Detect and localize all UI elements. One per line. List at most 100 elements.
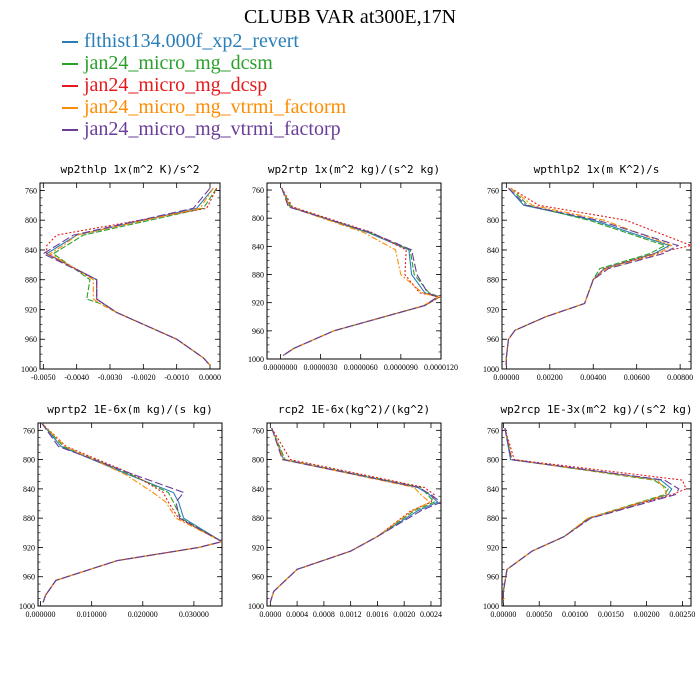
panel-5: rcp2 1E-6x(kg^2)/(kg^2) 760 800 840 880 920 96… xyxy=(248,403,442,619)
legend-label: jan24_micro_mg_dcsp xyxy=(84,74,268,96)
legend-item: jan24_micro_mg_dcsp xyxy=(62,74,346,96)
series-line xyxy=(505,187,667,366)
y-tick-label: 920 xyxy=(487,543,499,552)
y-tick-label: 960 xyxy=(487,335,499,344)
panel-title: rcp2 1E-6x(kg^2)/(kg^2) xyxy=(278,403,430,416)
x-tick-label: 0.0000 xyxy=(259,610,281,619)
y-tick-label: 880 xyxy=(252,271,264,280)
x-tick-label: 0.000000 xyxy=(26,610,56,619)
panel-6: wp2rcp 1E-3x(m^2 kg)/(s^2 kg) 760 800 840 88… xyxy=(483,403,695,619)
panel-1: wp2thlp 1x(m^2 K)/s^2 760 800 840 880 920 960 1… xyxy=(21,163,221,382)
x-tick-label: 0.020000 xyxy=(128,610,158,619)
plot-frame xyxy=(266,422,442,607)
legend-swatch xyxy=(62,107,78,110)
y-tick-label: 840 xyxy=(487,246,499,255)
series-line xyxy=(505,187,671,366)
series-line xyxy=(269,427,441,603)
x-tick-label: 0.0000 xyxy=(199,373,221,382)
panel-title: wp2rcp 1E-3x(m^2 kg)/(s^2 kg) xyxy=(500,403,692,416)
series-line xyxy=(48,187,214,366)
y-tick-label: 960 xyxy=(252,327,264,336)
x-tick-label: 0.00400 xyxy=(580,373,606,382)
panel-title: wp2thlp 1x(m^2 K)/s^2 xyxy=(60,163,199,176)
x-tick-label: 0.0012 xyxy=(340,610,362,619)
x-tick-label: 0.0000000 xyxy=(263,363,297,372)
x-tick-label: 0.0020 xyxy=(393,610,415,619)
legend-swatch xyxy=(62,129,78,132)
x-tick-label: 0.00200 xyxy=(537,373,563,382)
y-tick-label: 800 xyxy=(487,456,499,465)
y-tick-label: 840 xyxy=(252,485,264,494)
series-line xyxy=(502,427,687,603)
y-tick-label: 800 xyxy=(487,216,499,225)
x-tick-label: 0.0024 xyxy=(420,610,442,619)
y-tick-label: 920 xyxy=(23,543,35,552)
y-tick-label: 840 xyxy=(25,246,37,255)
series-line xyxy=(281,187,441,356)
panel-title: wpthlp2 1x(m K^2)/s xyxy=(534,163,660,176)
x-tick-label: 0.0000060 xyxy=(344,363,378,372)
y-tick-label: 760 xyxy=(252,186,264,195)
legend-label: jan24_micro_mg_vtrmi_factorp xyxy=(84,118,341,140)
x-tick-label: 0.00100 xyxy=(562,610,588,619)
series-line xyxy=(281,187,439,356)
y-tick-label: 960 xyxy=(23,573,35,582)
y-tick-label: 1000 xyxy=(248,355,264,364)
panel-title: wp2rtp 1x(m^2 kg)/(s^2 kg) xyxy=(268,163,440,176)
y-tick-label: 880 xyxy=(252,514,264,523)
series-line xyxy=(269,427,431,603)
x-tick-label: 0.030000 xyxy=(179,610,209,619)
series-line xyxy=(505,187,691,366)
plot-frame xyxy=(501,182,692,370)
x-tick-label: 0.00000 xyxy=(493,373,519,382)
y-tick-label: 920 xyxy=(487,305,499,314)
y-tick-label: 760 xyxy=(23,426,35,435)
series-line xyxy=(41,423,222,603)
series-line xyxy=(502,427,669,603)
series-line xyxy=(281,187,440,356)
panel-title: wprtp2 1E-6x(m kg)/(s kg) xyxy=(47,403,213,416)
x-tick-label: 0.00000 xyxy=(490,610,516,619)
panel-4: wprtp2 1E-6x(m kg)/(s kg) 760 800 840 880 920… xyxy=(19,403,223,619)
series-line xyxy=(502,427,668,603)
series-line xyxy=(502,427,680,603)
y-tick-label: 1000 xyxy=(248,602,264,611)
y-tick-label: 880 xyxy=(487,514,499,523)
x-tick-label: 0.0016 xyxy=(366,610,388,619)
y-tick-label: 1000 xyxy=(19,602,35,611)
y-tick-label: 760 xyxy=(487,426,499,435)
x-tick-label: 0.0000090 xyxy=(384,363,418,372)
x-tick-label: 0.00800 xyxy=(667,373,693,382)
y-tick-label: 960 xyxy=(252,573,264,582)
legend-label: flthist134.000f_xp2_revert xyxy=(84,30,299,52)
series-line xyxy=(502,428,673,603)
panel-2: wp2rtp 1x(m^2 kg)/(s^2 kg) 760 800 840 880 92… xyxy=(248,163,458,372)
y-tick-label: 880 xyxy=(23,514,35,523)
plot-frame xyxy=(501,422,692,607)
series-line xyxy=(52,187,218,366)
y-tick-label: 840 xyxy=(487,485,499,494)
y-tick-label: 920 xyxy=(25,305,37,314)
legend-swatch xyxy=(62,85,78,88)
legend-label: jan24_micro_mg_dcsm xyxy=(84,52,273,74)
x-tick-label: 0.0000120 xyxy=(424,363,458,372)
series-line xyxy=(46,187,218,366)
series-line xyxy=(45,187,214,366)
y-tick-label: 800 xyxy=(25,216,37,225)
series-line xyxy=(281,187,440,356)
legend-item: flthist134.000f_xp2_revert xyxy=(62,30,346,52)
x-tick-label: 0.00200 xyxy=(634,610,660,619)
y-tick-label: 960 xyxy=(25,335,37,344)
y-tick-label: 880 xyxy=(25,276,37,285)
y-tick-label: 800 xyxy=(23,456,35,465)
series-line xyxy=(281,187,441,356)
y-tick-label: 1000 xyxy=(21,365,37,374)
x-tick-label: 0.0004 xyxy=(286,610,308,619)
figure-title: CLUBB VAR at300E,17N xyxy=(243,6,457,28)
x-tick-label: 0.00150 xyxy=(598,610,624,619)
x-tick-label: 0.0000030 xyxy=(304,363,338,372)
y-tick-label: 800 xyxy=(252,456,264,465)
y-tick-label: 840 xyxy=(252,242,264,251)
x-tick-label: 0.0008 xyxy=(313,610,335,619)
x-tick-label: -0.0040 xyxy=(64,373,89,382)
